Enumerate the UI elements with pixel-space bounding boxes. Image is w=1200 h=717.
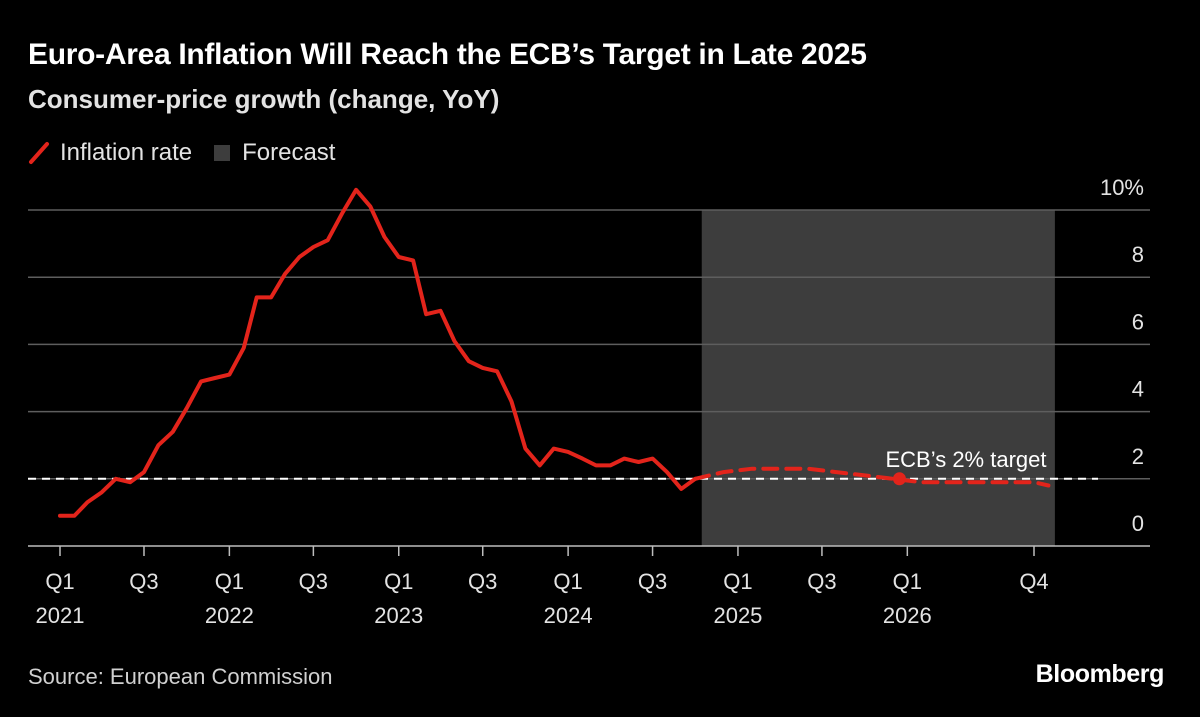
gray-box-swatch-icon [214,145,231,161]
x-tick-label-3: Q3 [299,569,328,594]
x-year-label-2023: 2023 [374,603,423,628]
x-year-label-2024: 2024 [544,603,593,628]
chart-legend: Inflation rate Forecast [28,138,357,168]
chart-title: Euro-Area Inflation Will Reach the ECB’s… [28,38,867,71]
legend-label-inflation-rate: Inflation rate [60,139,193,166]
source-note: Source: European Commission [28,664,333,689]
legend-label-forecast: Forecast [242,139,336,166]
legend-item-forecast: Forecast [214,139,335,167]
x-tick-label-11: Q4 [1019,569,1048,594]
target-marker [892,472,906,486]
x-tick-label-5: Q3 [468,569,497,594]
legend-item-inflation-rate: Inflation rate [28,139,192,167]
x-tick-label-7: Q3 [638,569,667,594]
y-tick-label-8: 8 [1132,242,1144,267]
forecast-series-line [693,466,1051,488]
target-label: ECB’s 2% target [885,447,1046,472]
forecast-band [701,210,1055,546]
y-tick-label-4: 4 [1132,377,1144,402]
y-tick-label-6: 6 [1132,309,1144,334]
x-tick-label-0: Q1 [45,569,74,594]
inflation-series-line [58,187,698,518]
x-year-label-2021: 2021 [36,603,85,628]
x-year-label-2026: 2026 [883,603,932,628]
bloomberg-logo: Bloomberg [1035,660,1165,688]
x-year-label-2025: 2025 [713,603,762,628]
chart-subtitle: Consumer-price growth (change, YoY) [28,84,500,114]
x-tick-label-4: Q1 [384,569,413,594]
y-tick-label-2: 2 [1132,444,1144,469]
x-year-label-2022: 2022 [205,603,254,628]
red-line-swatch-icon [29,142,49,164]
x-tick-label-10: Q1 [893,569,922,594]
x-tick-label-6: Q1 [553,569,582,594]
x-tick-label-9: Q3 [807,569,836,594]
x-tick-label-1: Q3 [129,569,158,594]
x-tick-label-8: Q1 [723,569,752,594]
y-tick-label-0: 0 [1132,511,1144,536]
y-tick-label-10: 10% [1100,175,1144,200]
x-tick-label-2: Q1 [215,569,244,594]
